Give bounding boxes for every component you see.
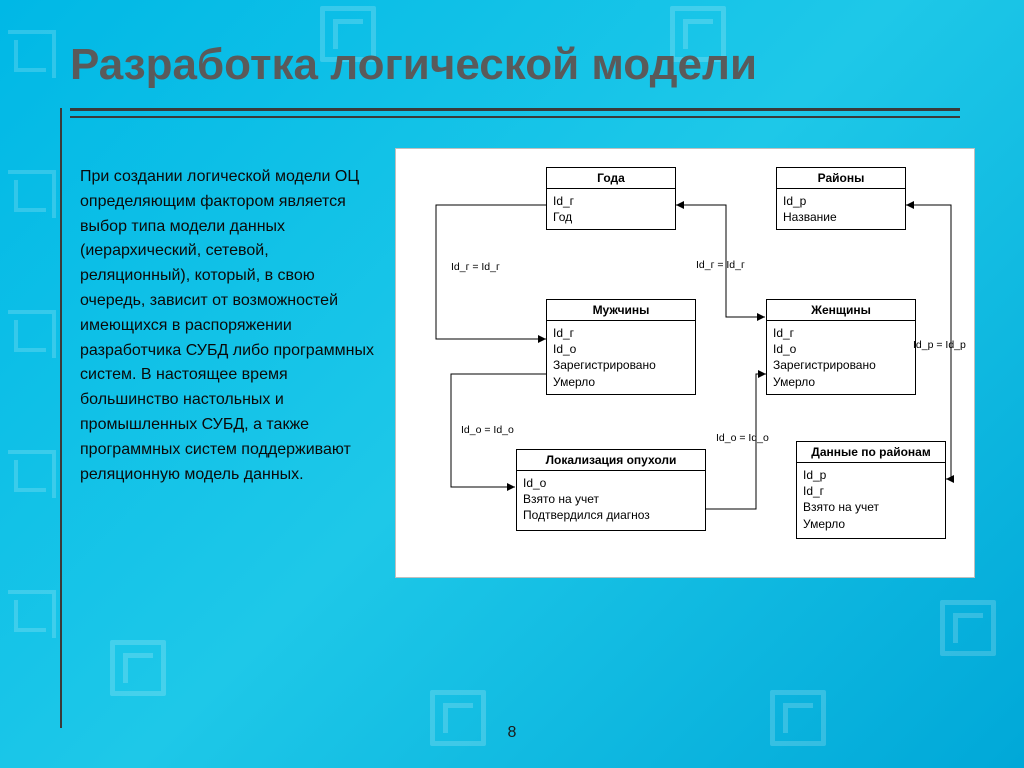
edge-label: Id_о = Id_о [461,424,514,436]
page-number: 8 [0,724,1024,742]
entity-header: Женщины [767,300,915,321]
left-ornament-strip [0,0,60,768]
bg-ornament [940,600,996,656]
edge-label: Id_о = Id_о [716,432,769,444]
er-diagram: ГодаId_гГодРайоныId_рНазваниеМужчиныId_г… [395,148,975,578]
slide-title: Разработка логической модели [70,40,757,90]
title-rule [70,108,960,111]
entity-header: Года [547,168,675,189]
slide: Разработка логической модели При создани… [0,0,1024,768]
entity-header: Районы [777,168,905,189]
edge-label: Id_р = Id_р [913,339,966,351]
entity-tumor: Локализация опухолиId_оВзято на учетПодт… [516,449,706,531]
body-paragraph: При создании логической модели ОЦ опреде… [80,165,380,487]
entity-header: Данные по районам [797,442,945,463]
entity-fields: Id_рНазвание [777,189,905,229]
entity-header: Локализация опухоли [517,450,705,471]
entity-fields: Id_рId_гВзято на учетУмерло [797,463,945,536]
edge-label: Id_г = Id_г [451,261,500,273]
bg-ornament [110,640,166,696]
entity-men: МужчиныId_гId_оЗарегистрированоУмерло [546,299,696,395]
entity-fields: Id_оВзято на учетПодтвердился диагноз [517,471,705,528]
entity-years: ГодаId_гГод [546,167,676,230]
edge-label: Id_г = Id_г [696,259,745,271]
entity-women: ЖенщиныId_гId_оЗарегистрированоУмерло [766,299,916,395]
entity-header: Мужчины [547,300,695,321]
entity-fields: Id_гId_оЗарегистрированоУмерло [767,321,915,394]
title-rule [70,116,960,118]
vertical-rule [60,108,62,728]
entity-fields: Id_гId_оЗарегистрированоУмерло [547,321,695,394]
entity-fields: Id_гГод [547,189,675,229]
entity-districts: РайоныId_рНазвание [776,167,906,230]
entity-ddata: Данные по районамId_рId_гВзято на учетУм… [796,441,946,539]
